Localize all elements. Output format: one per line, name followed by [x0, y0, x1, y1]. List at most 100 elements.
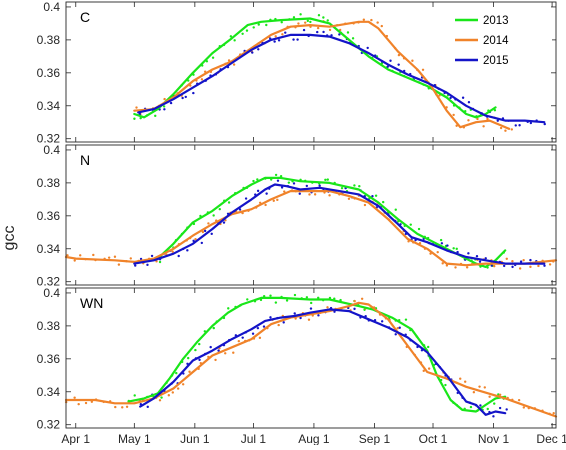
data-point-2014	[522, 406, 525, 409]
data-point-2015	[366, 46, 369, 50]
data-point-2014	[176, 387, 180, 390]
data-point-2013	[339, 298, 342, 302]
data-point-2014	[537, 264, 540, 268]
data-point-2014	[313, 193, 317, 196]
data-point-2014	[237, 339, 241, 343]
data-point-2015	[265, 192, 268, 195]
data-point-2013	[285, 299, 289, 302]
data-point-2015	[217, 349, 220, 352]
data-point-2013	[444, 383, 447, 387]
data-point-2014	[73, 396, 76, 399]
data-point-2013	[280, 21, 283, 24]
data-point-2015	[371, 194, 374, 198]
data-point-2014	[363, 203, 367, 207]
panel-wn: 0.32 0.34 0.36 0.38 0.4 WN	[37, 286, 558, 432]
x-tick-label: May 1	[118, 432, 151, 445]
data-point-2014	[499, 126, 503, 130]
data-point-2013	[353, 184, 356, 187]
data-point-2014	[194, 237, 197, 241]
data-point-2015	[293, 312, 296, 315]
data-point-2014	[297, 22, 300, 25]
data-point-2013	[455, 247, 458, 251]
data-point-2013	[309, 301, 313, 305]
data-point-2013	[309, 20, 312, 24]
data-point-2013	[293, 293, 297, 297]
data-point-2014	[171, 391, 174, 394]
data-point-2013	[493, 402, 496, 405]
data-point-2013	[317, 14, 321, 17]
data-point-2015	[484, 257, 487, 260]
data-point-2014	[397, 53, 401, 57]
data-point-2015	[305, 184, 309, 188]
data-point-2015	[529, 121, 533, 125]
data-point-2014	[73, 259, 76, 262]
data-point-2013	[269, 294, 272, 297]
data-point-2015	[292, 182, 296, 185]
data-point-2013	[265, 23, 268, 27]
data-point-2015	[467, 252, 470, 255]
data-point-2014	[316, 26, 320, 30]
data-point-2013	[211, 56, 215, 59]
data-point-2015	[280, 186, 284, 189]
series-line-2014	[133, 20, 511, 130]
data-point-2013	[175, 371, 178, 375]
data-point-2014	[201, 230, 205, 234]
data-point-2014	[486, 117, 489, 121]
data-point-2014	[326, 306, 329, 309]
data-point-2015	[394, 333, 397, 336]
data-point-2013	[317, 296, 320, 299]
series-line-2014	[64, 301, 558, 418]
y-tick-label: 0.4	[43, 0, 60, 14]
y-tick-label: 0.4	[43, 143, 60, 157]
data-point-2015	[238, 208, 242, 211]
series-line-2015	[133, 183, 546, 265]
data-point-2015	[296, 38, 299, 41]
data-point-2015	[543, 264, 546, 267]
data-point-2015	[198, 358, 201, 362]
data-point-2013	[469, 405, 473, 409]
data-point-2015	[440, 242, 444, 245]
data-point-2015	[505, 408, 508, 411]
data-point-2015	[184, 95, 187, 99]
data-point-2014	[227, 59, 231, 62]
y-tick-label: 0.34	[37, 99, 61, 113]
data-point-2014	[277, 323, 280, 327]
data-point-2015	[318, 184, 321, 187]
data-point-2013	[340, 186, 344, 190]
data-point-2014	[396, 326, 399, 330]
data-point-2013	[394, 208, 397, 211]
panels-layer: 0.32 0.34 0.36 0.38 0.4 C 0.32 0.34 0.36 0.38 0.4 N…	[37, 0, 566, 446]
data-point-2013	[374, 194, 378, 197]
data-point-2013	[381, 200, 385, 204]
data-point-2013	[346, 31, 350, 34]
data-point-2014	[472, 391, 476, 394]
data-point-2013	[154, 114, 157, 118]
data-point-2013	[212, 326, 215, 330]
data-point-2013	[274, 173, 278, 177]
data-point-2015	[478, 260, 482, 263]
data-point-2014	[167, 394, 171, 397]
data-point-2015	[177, 254, 180, 258]
data-point-2014	[224, 352, 227, 355]
data-point-2013	[160, 396, 163, 399]
legend: 2013 2014 2015	[450, 8, 552, 72]
data-point-2014	[90, 400, 94, 403]
data-point-2014	[171, 250, 174, 253]
panel-frame	[65, 144, 557, 286]
data-point-2014	[478, 385, 481, 388]
data-point-2013	[229, 35, 233, 38]
data-point-2014	[548, 263, 552, 266]
data-point-2014	[77, 402, 80, 406]
data-point-2015	[316, 30, 319, 34]
data-point-2013	[227, 201, 231, 204]
data-point-2014	[376, 21, 379, 24]
data-point-2014	[465, 266, 469, 269]
data-point-2015	[461, 96, 465, 99]
data-point-2015	[256, 189, 260, 193]
data-point-2014	[436, 250, 439, 254]
data-point-2015	[398, 326, 401, 329]
data-point-2014	[121, 406, 124, 409]
x-tick-label: Nov 1	[478, 432, 510, 445]
data-point-2014	[511, 259, 514, 263]
data-point-2014	[441, 262, 444, 265]
